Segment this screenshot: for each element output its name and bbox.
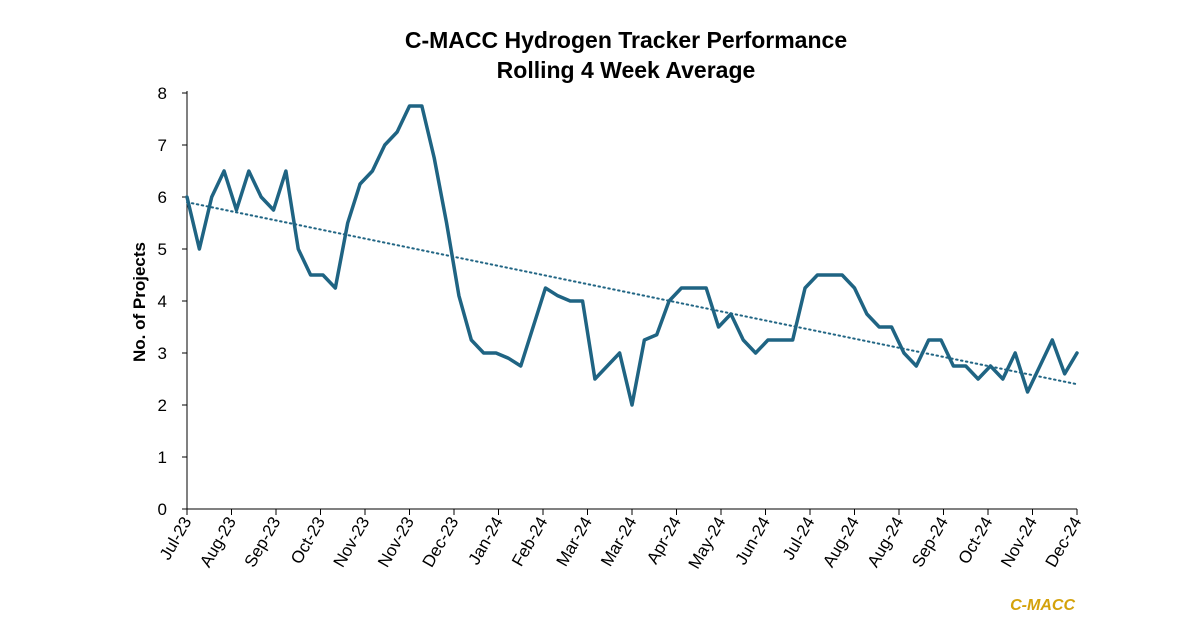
x-tick-label: Nov-23 [330, 514, 374, 571]
trendline-layer [186, 201, 1078, 386]
y-tick-label: 0 [158, 500, 167, 519]
x-tick-label: Jul-24 [779, 514, 819, 564]
x-tick-label: Mar-24 [553, 514, 596, 570]
x-tick-label: Sep-23 [241, 514, 285, 571]
x-tick-label: May-24 [685, 514, 730, 573]
x-tick-label: Nov-23 [374, 514, 418, 571]
y-tick-label: 1 [158, 448, 167, 467]
cmacc-watermark: C-MACC [1010, 597, 1075, 614]
chart-title-line: C-MACC Hydrogen Tracker Performance [405, 27, 847, 53]
y-tick-label: 6 [158, 188, 167, 207]
x-tick-label: Mar-24 [597, 514, 640, 570]
x-tick-label: Oct-23 [287, 514, 329, 568]
x-tick-label: Dec-24 [1042, 514, 1086, 571]
x-axis: Jul-23 Aug-23 Sep-23 Oct-23 Nov-23 Nov-23 Dec-… [156, 508, 1086, 573]
x-tick-label: Apr-24 [643, 514, 685, 568]
y-tick-label: 7 [158, 136, 167, 155]
x-tick-label: Jun-24 [732, 514, 774, 569]
chart-title: C-MACC Hydrogen Tracker Performance Rolli… [405, 27, 847, 83]
series-layer [185, 104, 1079, 407]
x-tick-label: Dec-23 [419, 514, 463, 571]
x-tick-label: Feb-24 [508, 514, 551, 570]
x-tick-label: Aug-24 [864, 514, 908, 571]
x-tick-label: Jul-23 [156, 514, 196, 564]
y-tick-label: 5 [158, 240, 167, 259]
series-line-rolling-average [185, 104, 1079, 407]
x-tick-label: Nov-24 [997, 514, 1041, 571]
y-tick-label: 4 [158, 292, 167, 311]
y-axis-label: No. of Projects [130, 242, 149, 362]
chart-title-line: Rolling 4 Week Average [497, 57, 756, 83]
y-tick-label: 3 [158, 344, 167, 363]
x-tick-label: Sep-24 [908, 514, 952, 571]
x-tick-label: Aug-24 [819, 514, 863, 571]
x-tick-label: Aug-23 [196, 514, 240, 571]
trendline [186, 201, 1078, 386]
x-tick-label: Oct-24 [954, 514, 996, 568]
y-tick-label: 8 [158, 84, 167, 103]
y-tick-label: 2 [158, 396, 167, 415]
x-tick-label: Jan-24 [465, 514, 507, 569]
y-axis: 0 1 2 3 4 5 6 7 8 [158, 84, 188, 519]
